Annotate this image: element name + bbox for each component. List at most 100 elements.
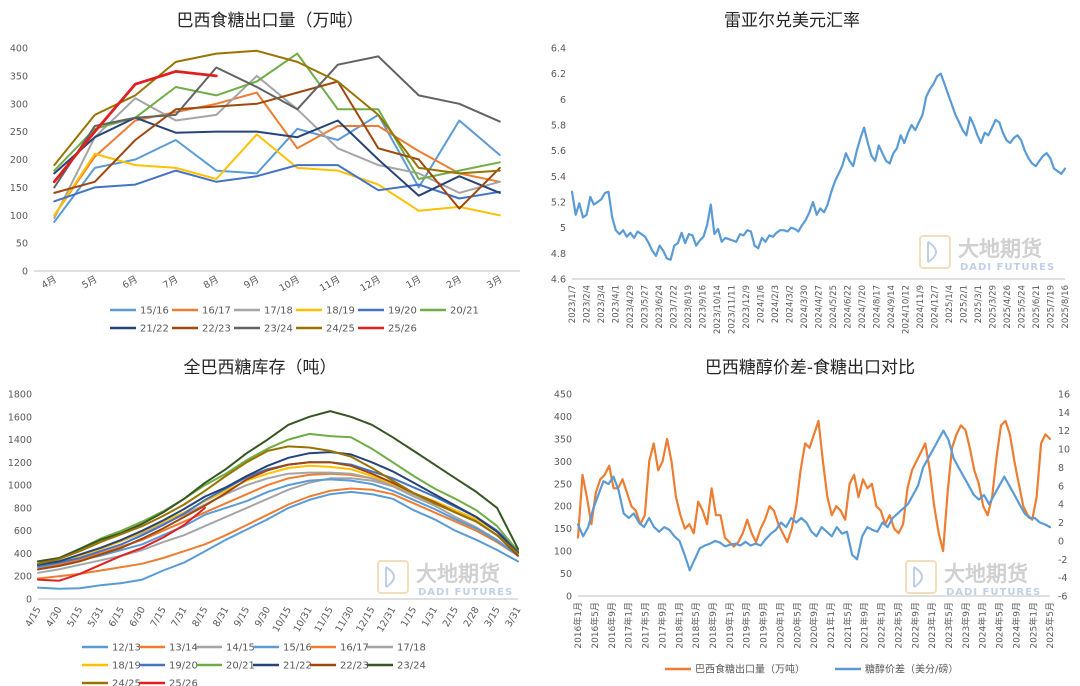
- y-tick-label: 1200: [8, 458, 32, 469]
- x-tick-label: 2025/6/21: [1032, 285, 1042, 329]
- legend-label: 18/19: [326, 306, 355, 317]
- series-line-23/24: [37, 410, 519, 563]
- x-tick-label: 2020年9月: [808, 602, 820, 649]
- x-tick-label: 1月: [404, 274, 423, 291]
- watermark-logo-mark-icon: [927, 241, 937, 263]
- x-tick-label: 5月: [80, 274, 99, 291]
- x-tick-label: 9月: [242, 274, 261, 291]
- y-tick-label: 6: [560, 95, 566, 106]
- legend-label: 22/23: [202, 324, 231, 335]
- y-tick-label: 150: [554, 524, 572, 535]
- legend-label: 15/16: [283, 643, 312, 654]
- x-tick-label: 2024/8/17: [872, 285, 882, 329]
- legend-label: 25/26: [388, 324, 417, 335]
- series-line-15/16: [53, 113, 501, 223]
- x-tick-label: 2023年9月: [960, 602, 972, 649]
- legend-label: 21/22: [140, 324, 169, 335]
- x-tick-label: 7月: [161, 274, 180, 291]
- x-tick-label: 2024年9月: [1010, 602, 1022, 649]
- y2-tick-label: -4: [1058, 573, 1067, 584]
- y-tick-label: 350: [554, 434, 572, 445]
- watermark-logo-mark-icon: [385, 566, 395, 588]
- series-line-21/22: [37, 451, 519, 566]
- y2-tick-label: 4: [1058, 500, 1064, 511]
- x-tick-label: 7/15: [149, 605, 169, 629]
- x-tick-label: 2017年5月: [640, 602, 652, 649]
- x-tick-label: 2024/10/12: [901, 285, 911, 334]
- y-tick-label: 6.2: [551, 69, 566, 80]
- x-tick-label: 2021年9月: [859, 602, 871, 649]
- series-line-18/19: [37, 464, 519, 566]
- watermark-logo-icon: [905, 560, 937, 594]
- series-line-糖醇价差（美分/磅）: [576, 429, 1052, 572]
- series-line-18/19: [53, 133, 501, 217]
- y2-tick-label: 12: [1058, 426, 1070, 437]
- x-tick-label: 2023/9/16: [698, 285, 708, 329]
- x-tick-label: 12月: [359, 274, 383, 294]
- y2-tick-label: 0: [1058, 536, 1064, 547]
- y-tick-label: 450: [554, 390, 572, 401]
- x-tick-label: 2023/6/24: [655, 285, 665, 329]
- y-tick-label: 200: [554, 502, 572, 513]
- x-tick-label: 2023/8/19: [684, 285, 694, 329]
- x-tick-label: 2025/3/29: [988, 285, 998, 329]
- x-tick-label: 2020年1月: [774, 602, 786, 649]
- legend-label: 23/24: [397, 661, 426, 672]
- x-tick-label: 2024/7/20: [858, 285, 868, 329]
- watermark-logo-icon: [377, 560, 409, 594]
- x-tick-label: 2023/4/1: [611, 285, 621, 323]
- legend-label: 18/19: [112, 661, 141, 672]
- watermark-cn: 大地期货: [416, 562, 500, 586]
- x-tick-label: 2025/3/1: [974, 285, 984, 323]
- watermark-en: DADI FUTURES: [946, 587, 1041, 598]
- watermark-logo-icon: [919, 235, 951, 269]
- watermark-en: DADI FUTURES: [418, 587, 513, 598]
- y-tick-label: 5.4: [551, 172, 566, 183]
- x-tick-label: 2024/2/3: [771, 285, 781, 323]
- x-tick-label: 2025/5/24: [1017, 285, 1027, 329]
- legend-label: 19/20: [388, 306, 417, 317]
- legend-label: 24/25: [326, 324, 355, 335]
- x-tick-label: 2023年1月: [926, 602, 938, 649]
- x-tick-label: 5/31: [86, 605, 106, 629]
- legend-label: 20/21: [450, 306, 479, 317]
- x-tick-label: 2016年5月: [589, 602, 601, 649]
- y-tick-label: 1800: [8, 390, 32, 401]
- x-tick-label: 2024/5/25: [829, 285, 839, 329]
- x-tick-label: 2023/4/29: [626, 285, 636, 329]
- series-line-25/26: [52, 70, 218, 184]
- x-tick-label: 2025/7/19: [1046, 285, 1056, 329]
- x-tick-label: 4/30: [44, 605, 64, 629]
- y-tick-label: 5.2: [551, 198, 566, 209]
- y-tick-label: 4.6: [551, 275, 566, 286]
- x-tick-label: 12/31: [375, 605, 398, 634]
- x-tick-label: 2024/3/2: [785, 285, 795, 323]
- y-tick-label: 5.6: [551, 146, 566, 157]
- legend-label: 14/15: [226, 643, 255, 654]
- x-tick-label: 2023/11/11: [727, 285, 737, 334]
- chart-brazil-sugar-inventory: 全巴西糖库存（吨） 0 200 400 600 800 1000 1200 1400 1600 18…: [8, 358, 524, 686]
- x-tick-label: 2023/5/27: [640, 285, 650, 329]
- x-tick-label: 9/15: [232, 605, 252, 629]
- series-line-19/20: [53, 164, 501, 203]
- series-line-23/24: [53, 55, 501, 189]
- y-tick-label: 350: [10, 71, 28, 82]
- y2-tick-label: 16: [1058, 390, 1070, 401]
- y-tick-label: 400: [14, 549, 32, 560]
- x-tick-label: 2024年5月: [994, 602, 1006, 649]
- series-line-巴西食糖出口量（万吨）: [576, 419, 1052, 553]
- x-tick-label: 2023/2/4: [582, 285, 592, 323]
- legend-label: 23/24: [264, 324, 293, 335]
- x-tick-label: 2022年1月: [876, 602, 888, 649]
- x-tick-label: 2017年1月: [623, 602, 635, 649]
- x-tick-label: 2022年5月: [892, 602, 904, 649]
- y2-tick-label: 8: [1058, 463, 1064, 474]
- legend-label: 糖醇价差（美分/磅）: [865, 663, 958, 676]
- y-tick-label: 100: [10, 211, 28, 222]
- y-tick-label: 100: [554, 547, 572, 558]
- series-line-20/21: [37, 432, 519, 565]
- x-tick-label: 2025/2/1: [959, 285, 969, 323]
- x-tick-label: 2024/6/22: [843, 285, 853, 329]
- x-tick-label: 2024/9/14: [887, 285, 897, 329]
